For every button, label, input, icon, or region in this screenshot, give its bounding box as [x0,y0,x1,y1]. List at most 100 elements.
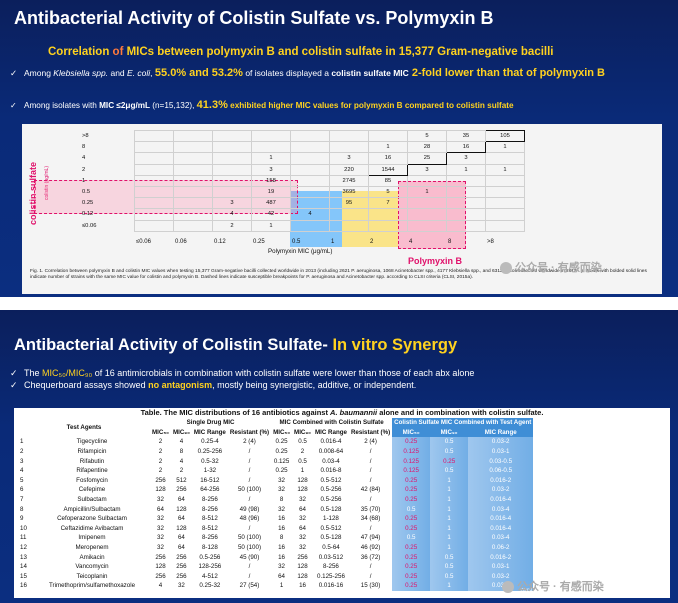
grid-cell [446,197,486,210]
x-tick-label: 0.25 [253,239,265,245]
table-cell: 0.03-512 [318,553,344,561]
grid-cell: 3 [212,197,252,210]
table-cell: 0.5 [298,438,307,446]
table-cell: 4-512 [201,572,218,580]
table-cell: 256 [176,553,187,561]
table-cell: 256 [176,486,187,494]
agent-name: Cefepime [78,486,106,494]
row-number: 11 [20,534,27,542]
table-cell: 0.25 [275,438,288,446]
table-cell: 16 [278,553,285,561]
table-cell: 128 [297,563,308,571]
table-cell: 64 [177,544,185,552]
table-cell: 32 [299,496,306,504]
slide-title: Antibacterial Activity of Colistin Sulfa… [14,336,458,354]
table-cell: 0.008-64 [318,448,344,456]
table-cell: 32 [299,544,306,552]
row-number: 7 [20,496,24,504]
table-cell: 0.5-128 [320,534,342,542]
table-cell: 64 [177,496,185,504]
table-cell: 256 [155,553,166,561]
table-cell: 32 [157,534,164,542]
x-tick-label: 2 [370,239,374,245]
grid-cell [212,185,252,199]
table-row: 16 Trimethoprim/sulfamethoxazole 4 32 0.25-3… [18,581,534,591]
table-cell: 0.5 [430,437,469,447]
table-cell: 1 [430,504,469,514]
y-tick-label: 0.5 [82,189,91,196]
table-cell: 0.5-256 [320,486,342,494]
table-cell: 256 [176,572,187,580]
table-cell: 64 [299,524,306,532]
grid-cell: 4 [290,208,330,221]
table-cell: 8-512 [201,524,218,532]
grid-cell: 1 [407,185,447,199]
x-tick-label: 8 [448,239,452,245]
table-cell: 50 (100) [237,486,261,494]
grid-cell [134,219,174,232]
table-cell: 8-256 [201,505,218,513]
table-cell: 0.125 [392,465,431,476]
grid-cell: 42 [251,208,291,221]
grid-cell [134,185,174,199]
grid-cell [173,185,213,199]
table-cell: 32 [157,524,164,532]
table-cell: 64 [278,572,285,580]
table-row: 6 Cefepime 128 256 64-256 50 (100) 32 128 0.5-25… [18,485,534,495]
check-icon: ✓ [10,101,17,110]
table-cell: 0.5 [430,561,469,572]
column-header: MIC₉₀ [430,427,469,438]
table-row: 9 Cefoperazone Sulbactam 32 64 8-512 48 (96) 1… [18,513,534,524]
mic-correlation-figure: colistin sulfate colistin (μg/mL) >8 5 35 1… [22,124,662,294]
grid-cell: 1 [251,219,291,232]
grid-cell: 5 [368,185,408,199]
table-cell: / [369,476,372,484]
grid-cell: 4 [212,208,252,221]
agent-name: Fosfomycin [76,476,108,484]
grid-row: 4 1 3 16 25 3 [80,152,525,165]
table-cell: 16 [278,544,285,552]
column-header: MIC Range [193,428,226,436]
table-cell: 1 [430,494,469,505]
grid-cell [368,129,408,143]
x-axis-label: Polymyxin MIC (μg/mL) [268,248,333,255]
grid-cell: 1 [368,141,408,154]
table-cell: 0.03-0.5 [468,456,534,466]
table-cell: 1 [279,582,284,590]
table-cell: 0.016-16 [318,582,344,590]
grid-cell [134,152,174,165]
row-number: 3 [20,457,24,465]
table-cell: 128 [297,572,308,580]
grid-cell [134,174,174,187]
table-cell: 2 (4) [364,438,377,446]
slide-colistin-vs-polymyxin: Antibacterial Activity of Colistin Sulfa… [0,0,678,297]
grid-row: 0.25 3 487 95 7 [80,197,525,210]
title-highlight: In vitro Synergy [332,336,458,354]
table-cell: 15 (30) [360,582,381,590]
grid-cell [173,197,213,210]
grid-cell: 85 [368,174,408,187]
table-cell: 32 [278,563,285,571]
table-cell: 34 (68) [360,515,381,523]
grid-row: ≤0.06 2 1 [80,219,525,232]
agent-name: Vancomycin [75,563,109,571]
grid-row: 0.5 19 3695 5 1 [80,185,525,199]
grid-cell [368,208,408,221]
table-cell: 0.25 [275,467,288,475]
table-cell: 0.5 [430,552,469,562]
grid-cell: 3 [329,152,369,165]
grid-cell [134,197,174,210]
grid-cell [290,219,330,232]
grid-row: 1 158 2745 85 [80,174,525,187]
table-cell: 64 [299,505,306,513]
table-cell: 0.25 [392,561,431,572]
table-cell: 0.25-4 [201,438,219,446]
table-cell: 8-256 [201,496,218,504]
grid-row: 8 1 28 16 1 [80,141,525,154]
table-cell: 1 [430,542,469,553]
grid-cell [173,152,213,165]
table-cell: 32 [157,515,164,523]
slide-subtitle: Correlation of MICs between polymyxin B … [48,46,554,58]
table-cell: 512 [176,476,187,484]
table-cell: 0.5-512 [320,476,342,484]
